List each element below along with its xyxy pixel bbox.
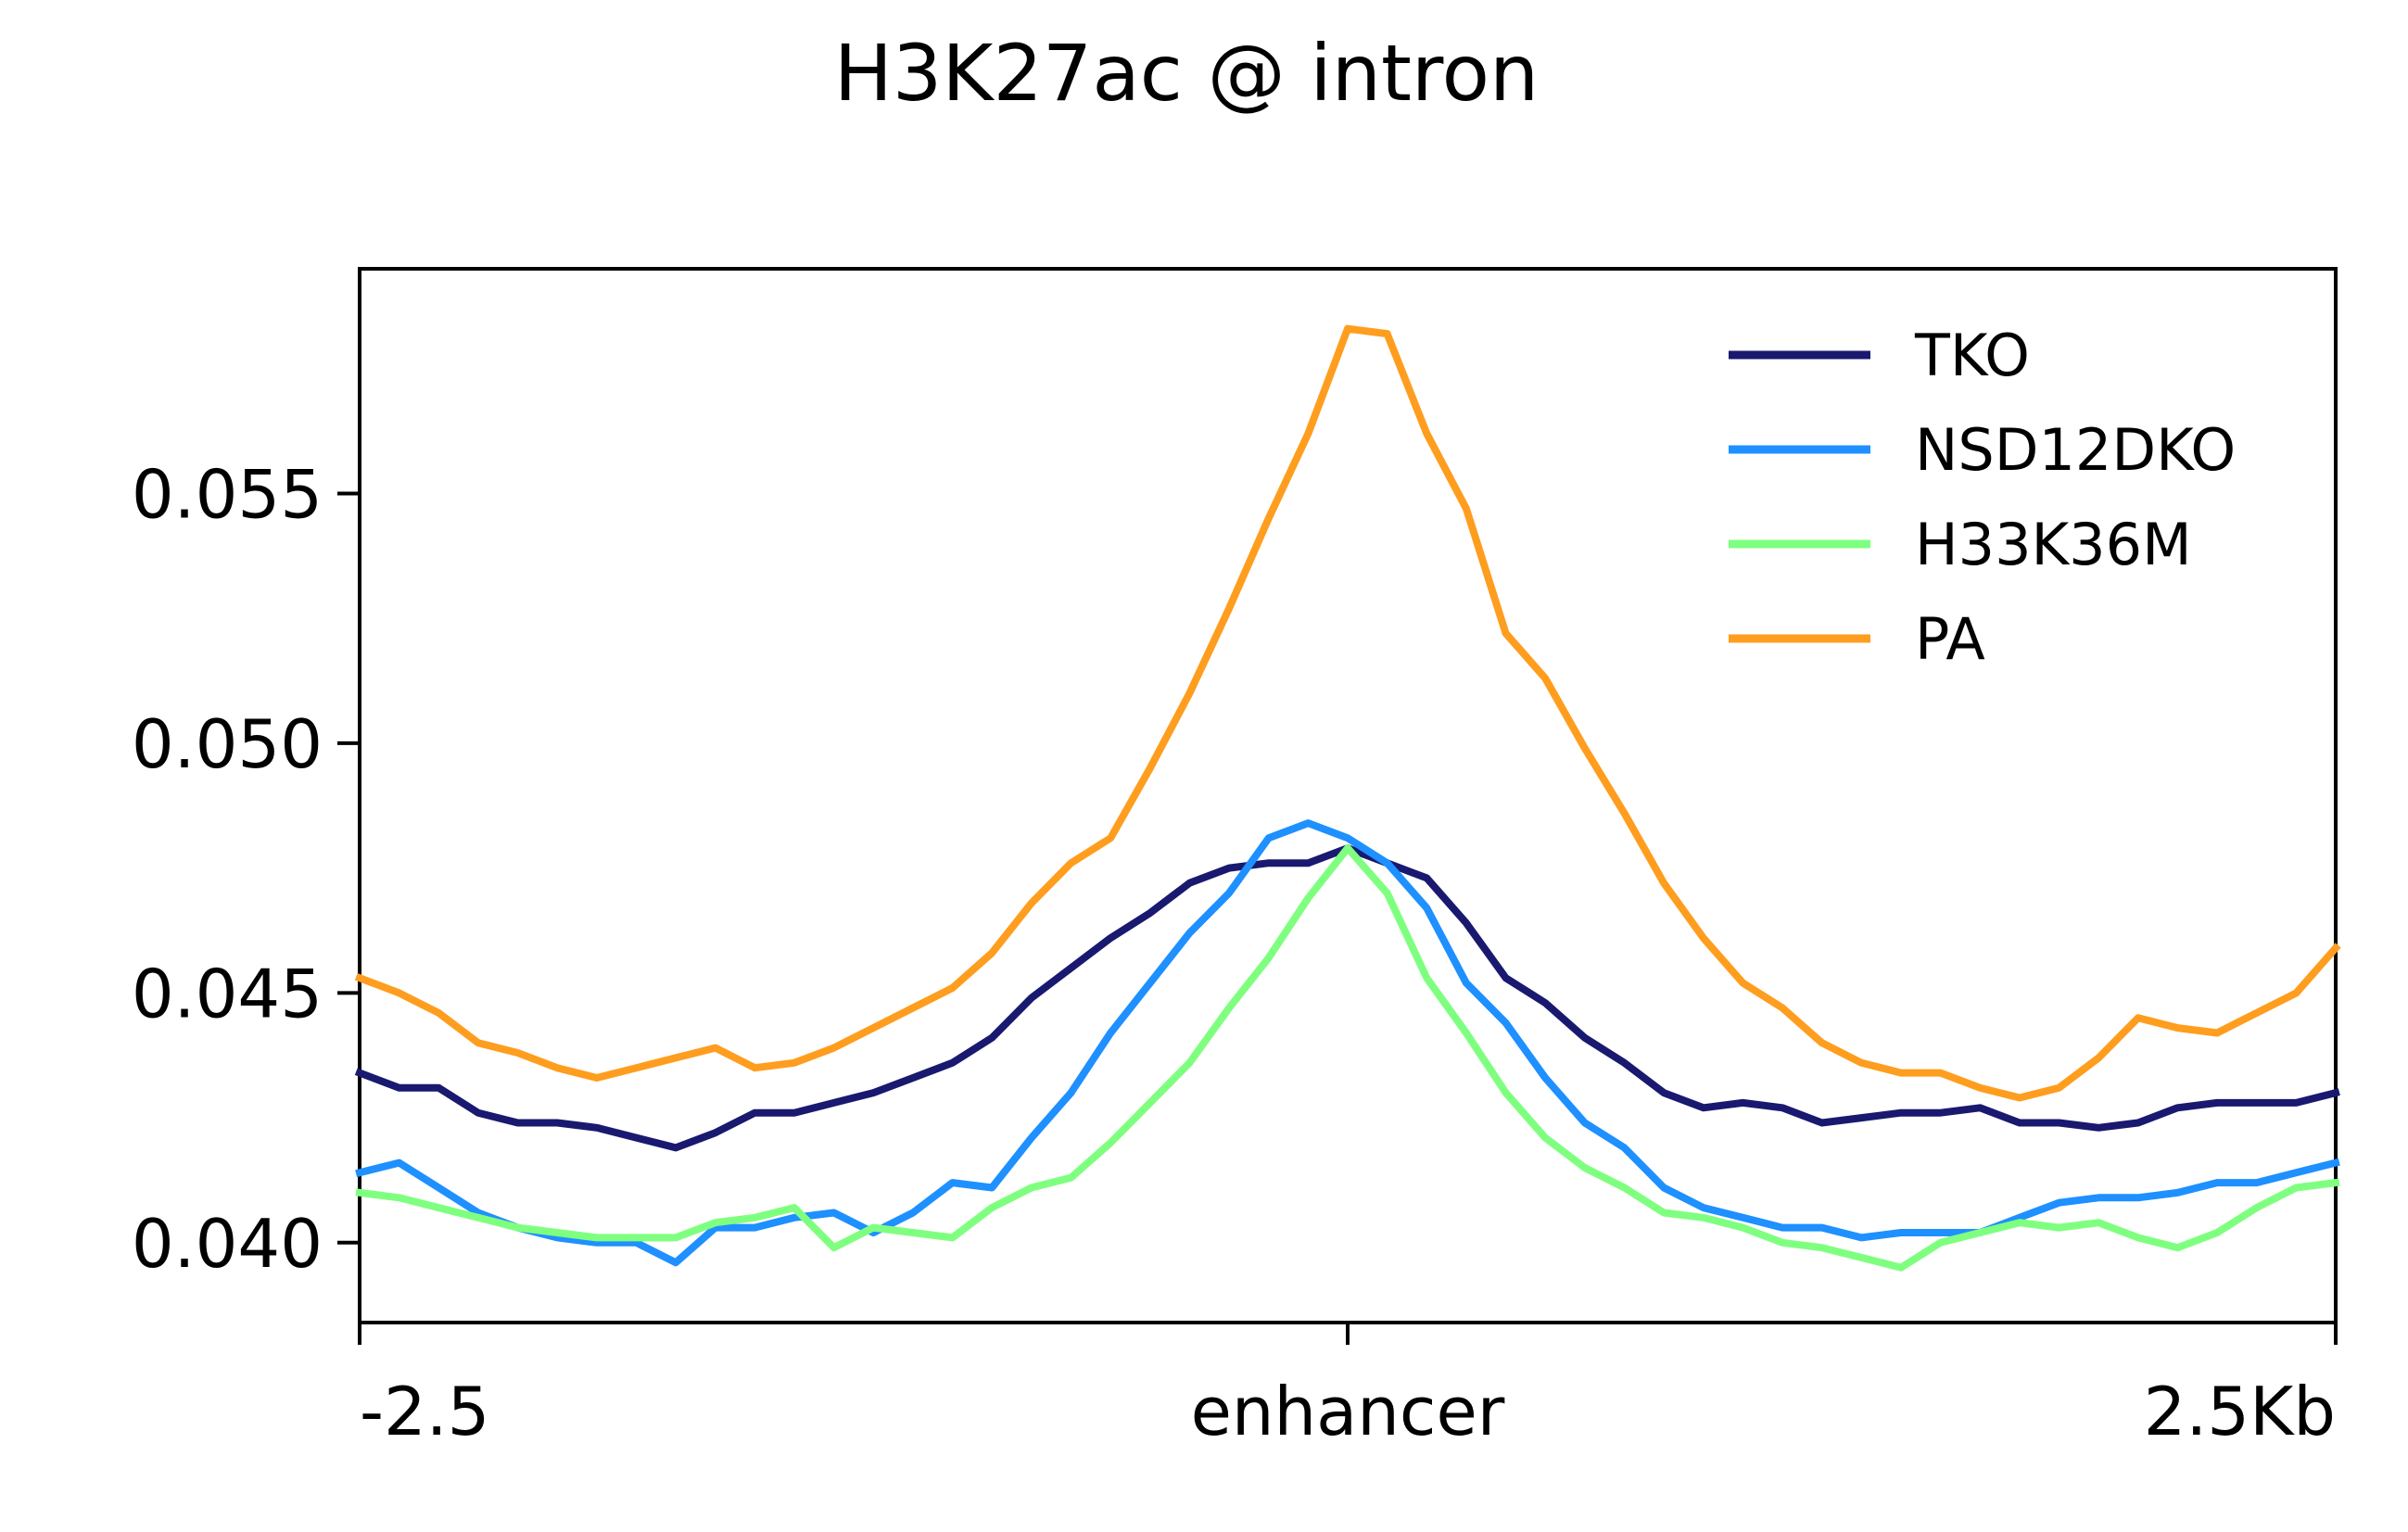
legend: TKO NSD12DKO H33K36M PA bbox=[1729, 322, 2236, 673]
chart-title: H3K27ac @ intron bbox=[834, 28, 1539, 119]
legend-label-pa: PA bbox=[1915, 605, 1985, 673]
y-tick-label: 0.040 bbox=[132, 1205, 323, 1283]
x-tick-label: enhancer bbox=[1191, 1373, 1505, 1450]
legend-label-nsd12dko: NSD12DKO bbox=[1915, 416, 2236, 484]
x-tick-label: 2.5Kb bbox=[2144, 1373, 2336, 1450]
legend-label-tko: TKO bbox=[1914, 322, 2030, 389]
series-line-h33k36m bbox=[355, 844, 2340, 1272]
series-line-pa bbox=[354, 324, 2341, 1102]
y-tick-label: 0.045 bbox=[132, 955, 323, 1032]
series-line-tko bbox=[354, 844, 2340, 1152]
y-tick-label: 0.050 bbox=[132, 705, 323, 783]
axis-layer: 0.040 0.045 0.050 0.055 -2.5 enhancer 2.5Kb bbox=[132, 455, 2338, 1450]
series-layer bbox=[354, 324, 2341, 1272]
legend-label-h33k36m: H33K36M bbox=[1915, 511, 2192, 578]
y-tick-label: 0.055 bbox=[132, 455, 323, 533]
x-tick-label: -2.5 bbox=[360, 1373, 489, 1450]
series-line-nsd12dko bbox=[355, 819, 2340, 1267]
